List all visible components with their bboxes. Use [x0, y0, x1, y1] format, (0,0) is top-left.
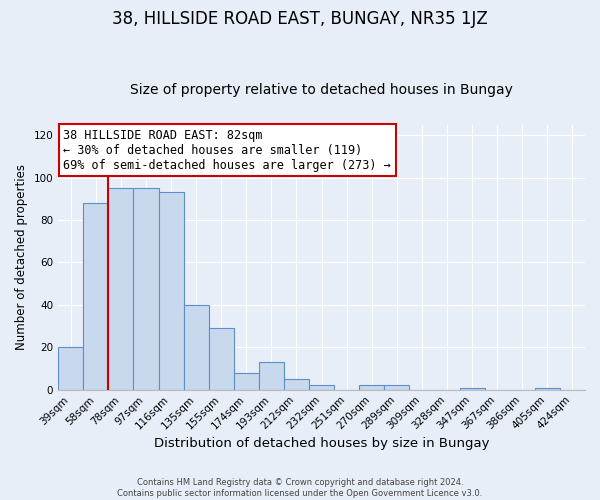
- Bar: [209, 328, 234, 390]
- Bar: [58, 348, 83, 390]
- Bar: [109, 188, 133, 390]
- Bar: [133, 188, 158, 390]
- Bar: [385, 386, 409, 390]
- Bar: [158, 192, 184, 390]
- Bar: [359, 386, 385, 390]
- Bar: [284, 379, 309, 390]
- Text: 38 HILLSIDE ROAD EAST: 82sqm
← 30% of detached houses are smaller (119)
69% of s: 38 HILLSIDE ROAD EAST: 82sqm ← 30% of de…: [64, 128, 391, 172]
- Text: 38, HILLSIDE ROAD EAST, BUNGAY, NR35 1JZ: 38, HILLSIDE ROAD EAST, BUNGAY, NR35 1JZ: [112, 10, 488, 28]
- Bar: [309, 386, 334, 390]
- Title: Size of property relative to detached houses in Bungay: Size of property relative to detached ho…: [130, 83, 513, 97]
- Y-axis label: Number of detached properties: Number of detached properties: [15, 164, 28, 350]
- Bar: [234, 373, 259, 390]
- Text: Contains HM Land Registry data © Crown copyright and database right 2024.
Contai: Contains HM Land Registry data © Crown c…: [118, 478, 482, 498]
- Bar: [184, 305, 209, 390]
- Bar: [535, 388, 560, 390]
- X-axis label: Distribution of detached houses by size in Bungay: Distribution of detached houses by size …: [154, 437, 490, 450]
- Bar: [259, 362, 284, 390]
- Bar: [460, 388, 485, 390]
- Bar: [83, 203, 109, 390]
